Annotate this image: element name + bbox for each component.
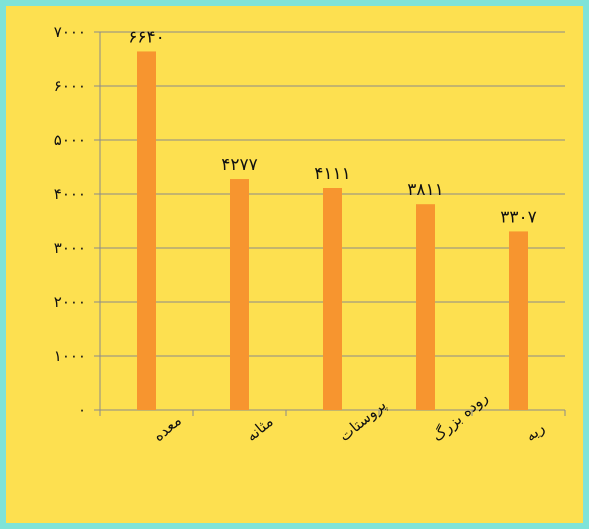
y-tick-label: ۲۰۰۰ [54, 293, 86, 311]
category-label: معده [150, 411, 185, 445]
y-tick-label: ۳۰۰۰ [54, 239, 86, 257]
y-tick-label: ۰ [78, 401, 86, 419]
data-label: ۳۸۱۱ [407, 180, 444, 200]
chart-panel [6, 6, 583, 523]
bar [137, 51, 156, 410]
y-tick-label: ۷۰۰۰ [54, 23, 86, 41]
bar [416, 204, 435, 410]
category-label: مثانه [243, 412, 277, 445]
y-tick-label: ۵۰۰۰ [54, 131, 86, 149]
category-label: پروستات [336, 396, 391, 446]
category-label: ریه [522, 419, 548, 445]
data-label: ۴۲۷۷ [221, 155, 258, 175]
y-tick-label: ۱۰۰۰ [54, 347, 86, 365]
y-tick-label: ۴۰۰۰ [54, 185, 86, 203]
bar [323, 188, 342, 410]
data-label: ۶۶۴۰ [128, 27, 165, 47]
bar [509, 231, 528, 410]
bar [230, 179, 249, 410]
data-label: ۳۳۰۷ [500, 207, 537, 227]
data-label: ۴۱۱۱ [314, 164, 351, 184]
y-tick-label: ۶۰۰۰ [54, 77, 86, 95]
category-label: روده بزرگ [429, 388, 492, 445]
